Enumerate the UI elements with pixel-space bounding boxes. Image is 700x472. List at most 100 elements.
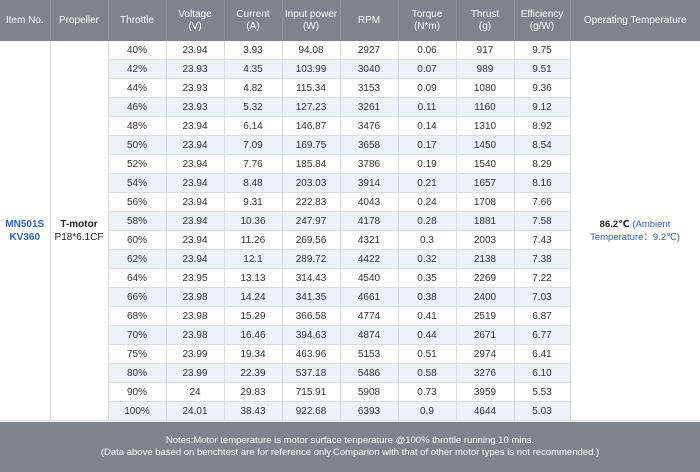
operating-temperature-cell: 86.2℃ (Ambient Temperature：9.2℃) xyxy=(570,41,700,421)
thrust-cell: 2138 xyxy=(456,249,515,269)
table-row: 68% 23.98 15.29 366.58 4774 0.41 2519 6.87 xyxy=(0,306,700,326)
voltage-cell: 24.01 xyxy=(166,401,225,421)
torque-cell: 0.19 xyxy=(398,154,457,174)
efficiency-cell: 8.16 xyxy=(514,173,571,193)
table-row: 52% 23.94 7.76 185.84 3786 0.19 1540 8.29 xyxy=(0,154,700,174)
notes-line-1: Notes:Motor temperature is motor surface… xyxy=(165,435,535,446)
throttle-cell: 56% xyxy=(108,192,167,212)
table-row: 54% 23.94 8.48 203.03 3914 0.21 1657 8.16 xyxy=(0,173,700,193)
item-number-line: MN501S xyxy=(5,218,45,230)
table-row: 42% 23.93 4.35 103.99 3040 0.07 989 9.51 xyxy=(0,59,700,79)
voltage-cell: 23.94 xyxy=(166,116,225,136)
current-cell: 7.76 xyxy=(224,154,283,174)
voltage-cell: 23.94 xyxy=(166,135,225,155)
throttle-cell: 46% xyxy=(108,97,167,117)
performance-table: Item No. Propeller Throttle Voltage (V) Curre… xyxy=(0,0,700,421)
input-power-cell: 341.35 xyxy=(282,287,341,307)
torque-cell: 0.24 xyxy=(398,192,457,212)
current-cell: 9.31 xyxy=(224,192,283,212)
column-header-item: Item No. xyxy=(0,0,51,41)
column-header-unit: (V) xyxy=(188,20,202,32)
throttle-cell: 40% xyxy=(108,41,167,60)
efficiency-cell: 9.12 xyxy=(514,97,571,117)
rpm-cell: 4774 xyxy=(340,306,399,326)
table-row: MN501S KV360 T-motor P18*6.1CF 40% 23.94 3.93 9… xyxy=(0,41,700,421)
efficiency-cell: 8.29 xyxy=(514,154,571,174)
column-header-label: Torque xyxy=(411,8,443,20)
thrust-cell: 2519 xyxy=(456,306,515,326)
input-power-cell: 146.87 xyxy=(282,116,341,136)
input-power-cell: 366.58 xyxy=(282,306,341,326)
column-header-label: Efficiency xyxy=(520,8,564,20)
current-cell: 4.35 xyxy=(224,59,283,79)
torque-cell: 0.41 xyxy=(398,306,457,326)
current-cell: 5.32 xyxy=(224,97,283,117)
torque-cell: 0.44 xyxy=(398,325,457,345)
torque-cell: 0.11 xyxy=(398,97,457,117)
table-row: 90% 24 29.83 715.91 5908 0.73 3959 5.53 xyxy=(0,382,700,402)
current-cell: 38.43 xyxy=(224,401,283,421)
table-row: 66% 23.98 14.24 341.35 4661 0.38 2400 7.03 xyxy=(0,287,700,307)
voltage-cell: 23.94 xyxy=(166,249,225,269)
thrust-cell: 2400 xyxy=(456,287,515,307)
column-header-label: Input power xyxy=(284,8,338,20)
column-header-unit: (W) xyxy=(302,20,320,32)
thrust-cell: 1881 xyxy=(456,211,515,231)
torque-cell: 0.51 xyxy=(398,344,457,364)
voltage-cell: 23.93 xyxy=(166,78,225,98)
item-number-cell: MN501S KV360 xyxy=(0,41,51,421)
throttle-cell: 66% xyxy=(108,287,167,307)
efficiency-cell: 7.66 xyxy=(514,192,571,212)
voltage-cell: 23.93 xyxy=(166,59,225,79)
notes-footer: Notes:Motor temperature is motor surface… xyxy=(0,422,700,472)
column-header-label: Throttle xyxy=(120,14,154,26)
voltage-cell: 23.93 xyxy=(166,97,225,117)
throttle-cell: 44% xyxy=(108,78,167,98)
efficiency-cell: 6.77 xyxy=(514,325,571,345)
voltage-cell: 23.94 xyxy=(166,192,225,212)
voltage-cell: 23.99 xyxy=(166,344,225,364)
table-row: 50% 23.94 7.09 169.75 3658 0.17 1450 8.54 xyxy=(0,135,700,155)
rpm-cell: 4540 xyxy=(340,268,399,288)
input-power-cell: 247.97 xyxy=(282,211,341,231)
column-header-op_temp: Operating Temperature xyxy=(570,0,700,41)
table-body: MN501S KV360 T-motor P18*6.1CF 40% 23.94 3.93 9… xyxy=(0,41,700,421)
column-header-efficiency: Efficiency (g/W) xyxy=(514,0,571,41)
column-header-propeller: Propeller xyxy=(50,0,109,41)
table-row: 44% 23.93 4.82 115.34 3153 0.09 1080 9.36 xyxy=(0,78,700,98)
efficiency-cell: 6.87 xyxy=(514,306,571,326)
ambient-label: (Ambient xyxy=(632,218,671,230)
efficiency-cell: 7.58 xyxy=(514,211,571,231)
rpm-cell: 5153 xyxy=(340,344,399,364)
efficiency-cell: 7.03 xyxy=(514,287,571,307)
table-row: 48% 23.94 6.14 146.87 3476 0.14 1310 8.92 xyxy=(0,116,700,136)
torque-cell: 0.07 xyxy=(398,59,457,79)
throttle-cell: 64% xyxy=(108,268,167,288)
input-power-cell: 185.84 xyxy=(282,154,341,174)
column-header-thrust: Thrust (g) xyxy=(456,0,515,41)
throttle-cell: 68% xyxy=(108,306,167,326)
current-cell: 13.13 xyxy=(224,268,283,288)
table-header-row: Item No. Propeller Throttle Voltage (V) Curre… xyxy=(0,0,700,41)
column-header-label: Operating Temperature xyxy=(583,14,687,26)
table-row: 46% 23.93 5.32 127.23 3261 0.11 1160 9.12 xyxy=(0,97,700,117)
propeller-model: P18*6.1CF xyxy=(54,231,104,243)
input-power-cell: 314.43 xyxy=(282,268,341,288)
torque-cell: 0.3 xyxy=(398,230,457,250)
current-cell: 7.09 xyxy=(224,135,283,155)
rpm-cell: 3914 xyxy=(340,173,399,193)
efficiency-cell: 5.53 xyxy=(514,382,571,402)
efficiency-cell: 5.03 xyxy=(514,401,571,421)
efficiency-cell: 9.36 xyxy=(514,78,571,98)
current-cell: 19.34 xyxy=(224,344,283,364)
column-header-unit: (g) xyxy=(478,20,492,32)
table-row: 64% 23.95 13.13 314.43 4540 0.35 2269 7.22 xyxy=(0,268,700,288)
voltage-cell: 24 xyxy=(166,382,225,402)
thrust-cell: 917 xyxy=(456,41,515,60)
rpm-cell: 4178 xyxy=(340,211,399,231)
efficiency-cell: 7.22 xyxy=(514,268,571,288)
torque-cell: 0.28 xyxy=(398,211,457,231)
propeller-maker: T-motor xyxy=(60,218,98,230)
torque-cell: 0.73 xyxy=(398,382,457,402)
torque-cell: 0.32 xyxy=(398,249,457,269)
